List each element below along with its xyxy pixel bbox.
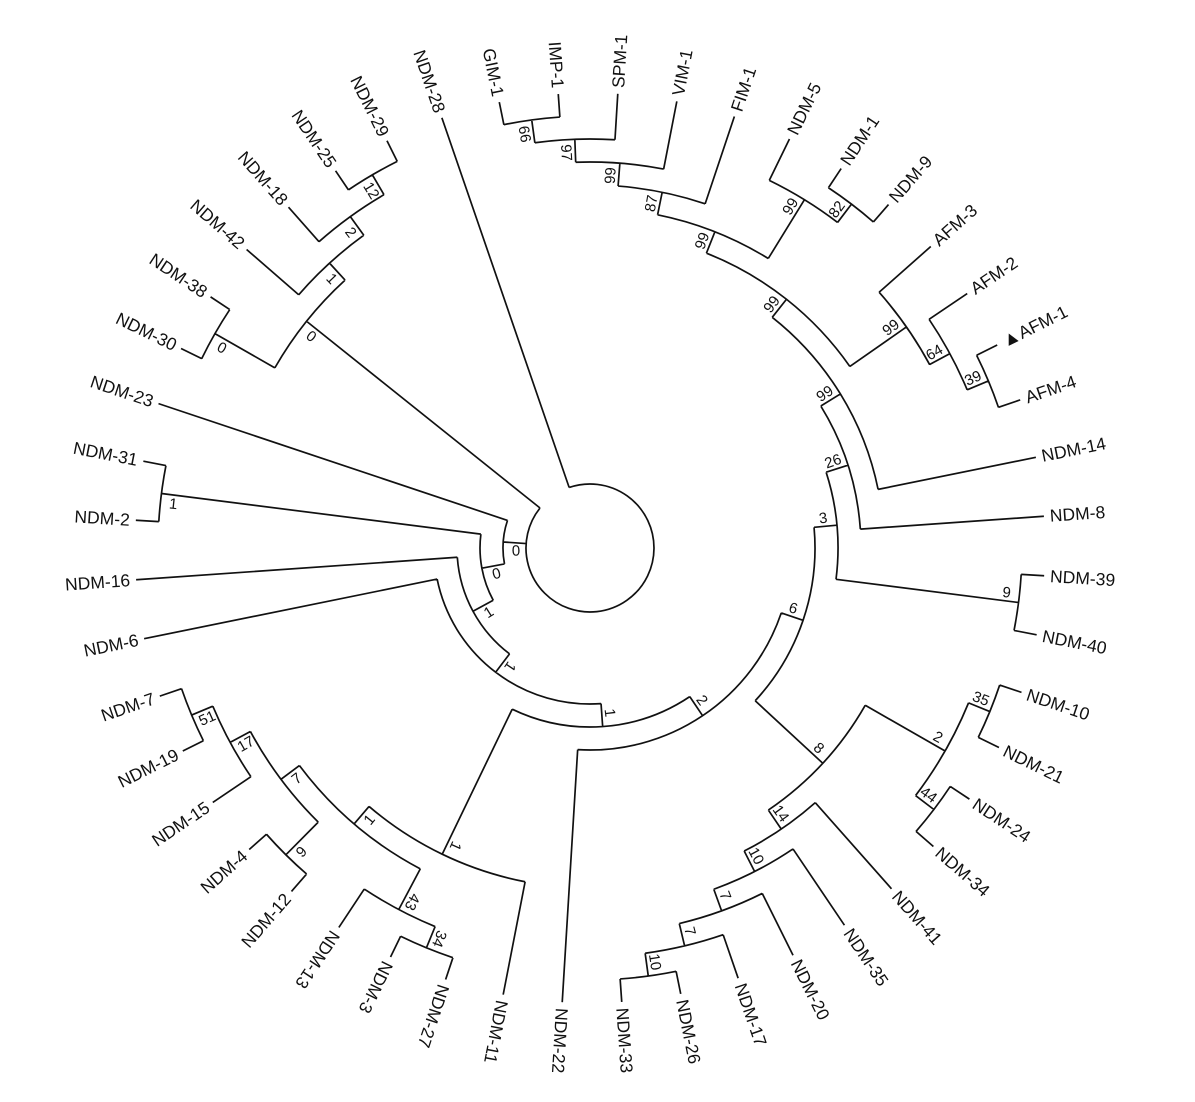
leaf-label-NDM-3: NDM-3 (355, 958, 397, 1017)
leaf-label-NDM-27: NDM-27 (414, 982, 454, 1050)
leaf-label-NDM-16: NDM-16 (64, 570, 130, 594)
leaf-label-NDM-19: NDM-19 (115, 745, 182, 792)
support-value: 82 (825, 198, 849, 221)
support-value: 0 (512, 542, 521, 559)
support-value: 1 (601, 708, 619, 718)
leaf-label-NDM-6: NDM-6 (82, 630, 140, 661)
leaf-label-NDM-13: NDM-13 (291, 927, 344, 992)
support-value: 1 (481, 603, 497, 622)
leaf-label-AFM-2: AFM-2 (967, 253, 1022, 299)
leaf-label-NDM-42: NDM-42 (186, 195, 248, 253)
leaf-label-NDM-8: NDM-8 (1049, 502, 1106, 526)
support-value: 44 (917, 783, 940, 807)
leaf-label-AFM-1: ▲AFM-1 (998, 301, 1071, 352)
support-value: 99 (779, 195, 802, 218)
leaf-label-NDM-29: NDM-29 (346, 73, 393, 140)
support-value: 1 (360, 811, 378, 828)
leaf-label-NDM-28: NDM-28 (409, 47, 449, 115)
leaf-label-NDM-34: NDM-34 (931, 843, 993, 901)
leaf-label-NDM-41: NDM-41 (888, 887, 946, 949)
support-value: 0 (490, 565, 503, 584)
leaf-label-NDM-17: NDM-17 (731, 981, 771, 1049)
leaf-label-NDM-7: NDM-7 (98, 689, 157, 726)
support-value: 99 (602, 167, 620, 185)
leaf-label-NDM-15: NDM-15 (148, 797, 213, 850)
support-value: 17 (235, 733, 258, 756)
support-value: 97 (557, 144, 575, 162)
support-value: 14 (769, 802, 793, 825)
leaf-label-NDM-40: NDM-40 (1041, 626, 1109, 658)
support-value: 39 (962, 367, 984, 389)
support-value: 2 (692, 692, 711, 709)
support-value: 2 (930, 728, 945, 747)
leaf-label-NDM-18: NDM-18 (234, 147, 292, 209)
leaf-label-NDM-35: NDM-35 (840, 925, 893, 990)
support-value: 7 (715, 889, 734, 903)
leaf-label-NDM-4: NDM-4 (197, 846, 252, 898)
support-value: 99 (879, 316, 903, 340)
support-value: 7 (289, 770, 306, 789)
leaf-label-VIM-1: VIM-1 (668, 48, 697, 98)
support-value: 0 (303, 327, 320, 346)
support-value: 10 (744, 845, 767, 868)
support-value: 10 (645, 952, 664, 971)
leaf-label-NDM-24: NDM-24 (969, 794, 1035, 847)
leaf-label-NDM-11: NDM-11 (480, 999, 512, 1066)
leaf-label-NDM-39: NDM-39 (1050, 566, 1116, 590)
leaf-label-NDM-23: NDM-23 (88, 372, 156, 412)
leaf-label-NDM-21: NDM-21 (1000, 741, 1067, 788)
support-value: 26 (822, 451, 843, 473)
leaf-label-SPM-1: SPM-1 (608, 34, 631, 89)
leaf-label-NDM-38: NDM-38 (146, 249, 211, 302)
leaf-label-GIM-1: GIM-1 (479, 47, 508, 99)
leaf-label-FIM-1: FIM-1 (727, 64, 760, 114)
support-value: 0 (214, 339, 229, 358)
tree-edges (135, 93, 1045, 1003)
support-value: 7 (680, 925, 699, 937)
support-value: 6 (787, 599, 800, 618)
leaf-label-AFM-4: AFM-4 (1023, 371, 1079, 407)
leaf-label-NDM-1: NDM-1 (836, 112, 883, 169)
support-value: 9 (1002, 584, 1012, 602)
leaf-label-NDM-20: NDM-20 (787, 956, 834, 1023)
support-value: 99 (760, 293, 784, 317)
leaf-label-NDM-2: NDM-2 (74, 506, 131, 529)
support-value: 1 (323, 270, 341, 288)
leaf-label-NDM-26: NDM-26 (672, 998, 705, 1066)
leaf-label-NDM-33: NDM-33 (612, 1007, 636, 1073)
leaf-label-NDM-9: NDM-9 (885, 152, 936, 207)
leaf-label-AFM-3: AFM-3 (929, 200, 982, 250)
leaf-label-NDM-12: NDM-12 (237, 889, 295, 951)
leaf-label-NDM-10: NDM-10 (1024, 685, 1092, 725)
leaf-label-NDM-30: NDM-30 (113, 308, 181, 355)
support-value: 43 (401, 891, 424, 914)
support-value: 35 (970, 688, 992, 710)
leaf-label-NDM-22: NDM-22 (548, 1008, 572, 1074)
leaf-label-NDM-14: NDM-14 (1040, 433, 1108, 466)
support-value: 99 (692, 230, 714, 252)
support-value: 1 (500, 658, 519, 674)
support-value: 99 (813, 382, 836, 405)
support-value: 3 (818, 510, 828, 528)
leaf-label-NDM-25: NDM-25 (288, 106, 341, 171)
support-value: 64 (923, 341, 946, 364)
support-value: 1 (168, 495, 178, 513)
support-value: 87 (642, 194, 662, 213)
support-value: 2 (341, 224, 360, 241)
leaf-label-NDM-31: NDM-31 (72, 438, 140, 470)
leaf-label-IMP-1: IMP-1 (545, 41, 568, 89)
support-value: 9 (293, 843, 311, 861)
leaf-label-NDM-5: NDM-5 (783, 79, 825, 138)
support-value: 66 (515, 125, 534, 144)
support-value: 51 (196, 707, 218, 729)
support-value: 34 (428, 928, 450, 950)
support-value: 1 (446, 839, 465, 854)
support-value: 12 (359, 179, 382, 202)
